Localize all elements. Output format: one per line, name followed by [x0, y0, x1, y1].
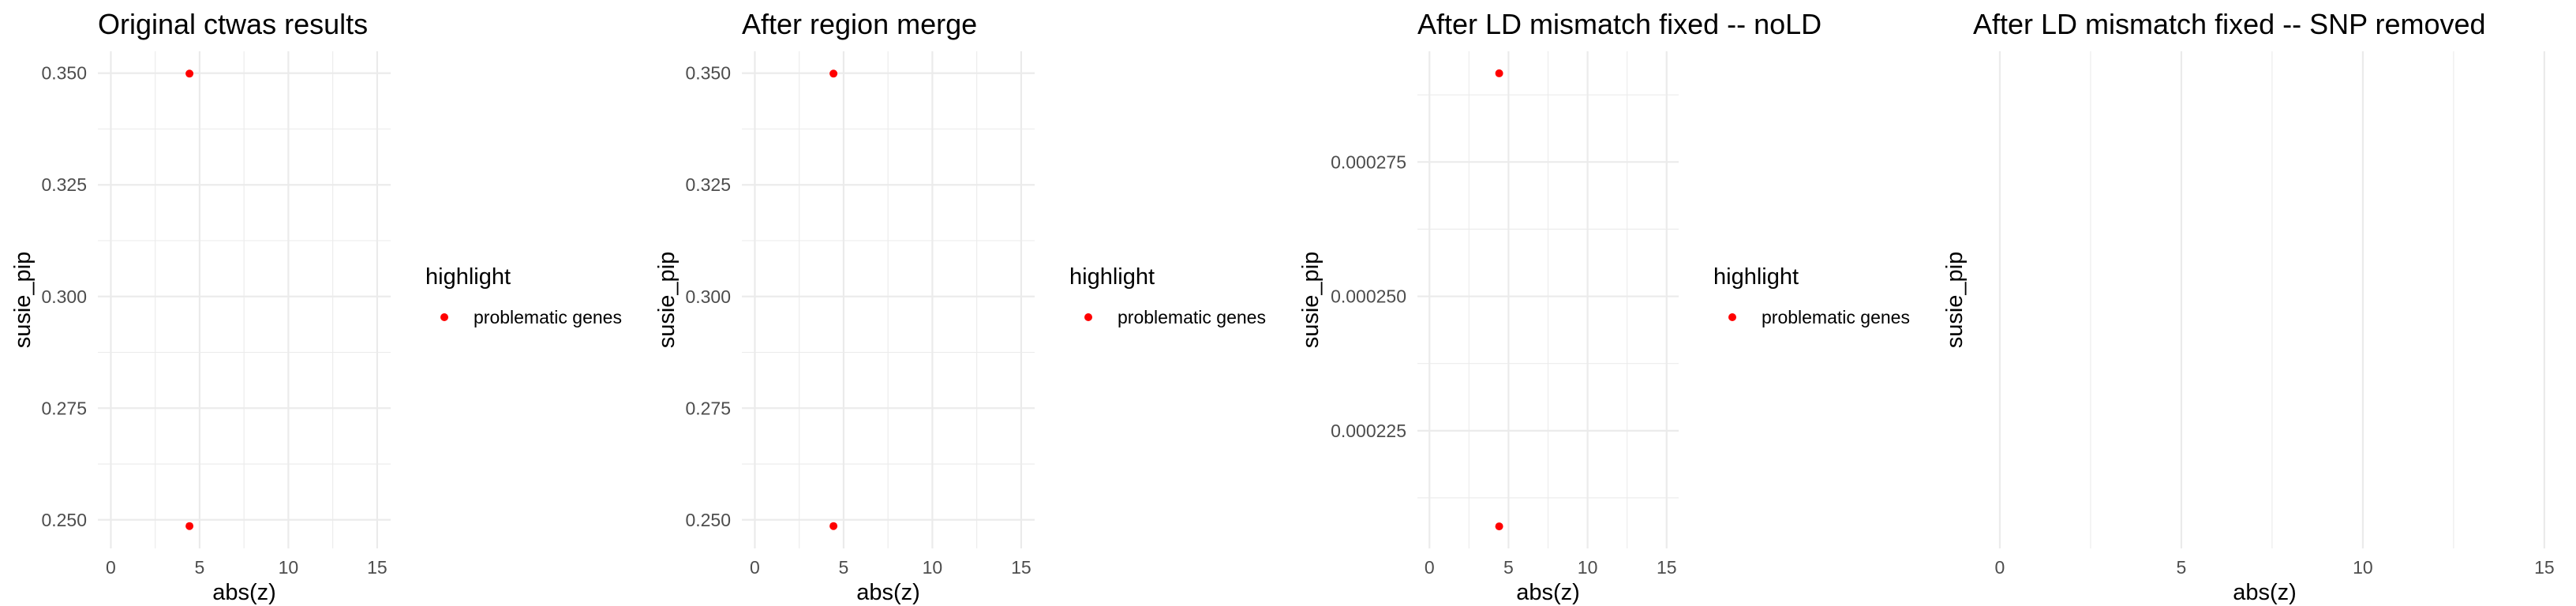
y-tick-label: 0.000225: [1331, 421, 1406, 441]
data-point: [829, 522, 838, 530]
x-tick-label: 10: [279, 557, 299, 578]
y-tick-label: 0.300: [685, 286, 731, 307]
legend-label: problematic genes: [1762, 307, 1910, 327]
chart-panel: 0.250 0.275 0.300 0.325 0.350 0 5 10 15 Original …: [10, 8, 622, 605]
y-tick-label: 0.000250: [1331, 286, 1406, 307]
x-tick-label: 5: [195, 557, 205, 578]
y-tick-label: 0.300: [41, 286, 87, 307]
legend-key-dot: [1084, 313, 1092, 321]
data-point: [829, 69, 838, 78]
plot-title: After LD mismatch fixed -- noLD: [1417, 8, 1822, 40]
x-tick-label: 0: [1995, 557, 2005, 578]
x-tick-label: 15: [2534, 557, 2555, 578]
plot-title: Original ctwas results: [98, 8, 368, 40]
y-tick-label: 0.325: [41, 174, 87, 195]
legend-key-dot: [440, 313, 448, 321]
x-tick-label: 5: [2177, 557, 2187, 578]
y-tick-label: 0.000275: [1331, 152, 1406, 172]
data-point: [1495, 69, 1503, 77]
y-axis-title: susie_pip: [10, 252, 36, 349]
legend-title: highlight: [1069, 264, 1155, 290]
x-axis-title: abs(z): [1516, 580, 1580, 605]
y-tick-label: 0.325: [685, 174, 731, 195]
y-tick-label: 0.350: [685, 63, 731, 84]
x-tick-label: 15: [367, 557, 388, 578]
legend-label: problematic genes: [1118, 307, 1266, 327]
x-tick-label: 5: [839, 557, 849, 578]
x-tick-label: 15: [1657, 557, 1677, 578]
y-axis-title: susie_pip: [1298, 252, 1324, 349]
x-axis-title: abs(z): [2233, 580, 2297, 605]
data-point: [1495, 522, 1503, 531]
plot-title: After LD mismatch fixed -- SNP removed: [1973, 8, 2486, 40]
x-tick-label: 0: [1425, 557, 1435, 578]
x-tick-label: 0: [106, 557, 116, 578]
x-axis-title: abs(z): [212, 580, 276, 605]
legend-label: problematic genes: [474, 307, 622, 327]
y-tick-label: 0.350: [41, 63, 87, 84]
chart-panel: 0.250 0.275 0.300 0.325 0.350 0 5 10 15 After reg…: [654, 8, 1266, 605]
y-tick-label: 0.250: [685, 510, 731, 530]
legend-title: highlight: [425, 264, 511, 290]
y-axis-title: susie_pip: [1942, 252, 1968, 349]
x-tick-label: 0: [750, 557, 760, 578]
x-tick-label: 10: [1578, 557, 1598, 578]
legend-title: highlight: [1713, 264, 1799, 290]
y-tick-label: 0.250: [41, 510, 87, 530]
x-tick-label: 15: [1011, 557, 1032, 578]
chart-panel: 0.000225 0.000250 0.000275 0 5 10 15 After LD m…: [1298, 8, 1910, 605]
x-axis-title: abs(z): [856, 580, 920, 605]
legend-key-dot: [1728, 313, 1736, 321]
x-tick-label: 5: [1503, 557, 1514, 578]
x-tick-label: 10: [923, 557, 943, 578]
y-tick-label: 0.275: [685, 398, 731, 418]
chart-panel: 0 5 10 15 After LD mismatch fixed -- SNP rem…: [1942, 8, 2555, 605]
y-tick-label: 0.275: [41, 398, 87, 418]
y-axis-title: susie_pip: [654, 252, 680, 349]
x-tick-label: 10: [2353, 557, 2373, 578]
plot-title: After region merge: [742, 8, 977, 40]
data-point: [185, 522, 194, 530]
data-point: [185, 69, 194, 78]
